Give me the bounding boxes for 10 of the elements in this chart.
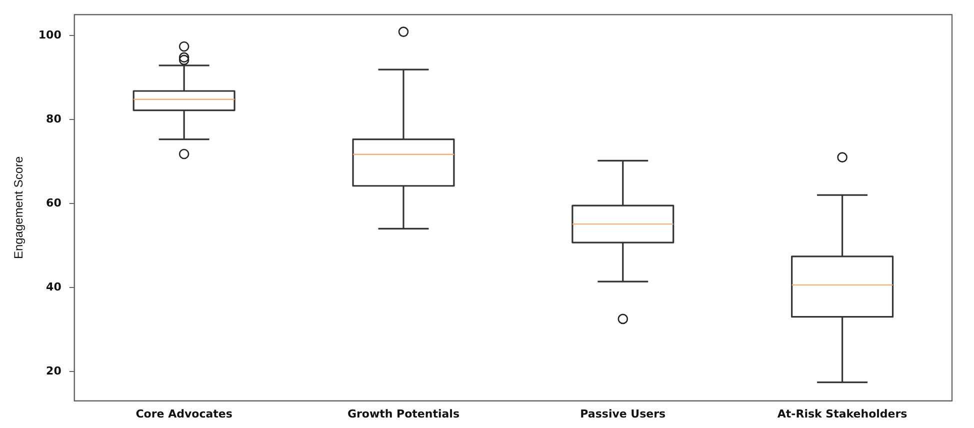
y-tick-label: 20 bbox=[46, 364, 62, 378]
x-tick-label: Passive Users bbox=[580, 407, 666, 420]
y-tick-label: 40 bbox=[46, 280, 62, 294]
x-tick-label: Core Advocates bbox=[136, 407, 233, 420]
y-tick-label: 100 bbox=[38, 28, 62, 42]
x-tick-label: At-Risk Stakeholders bbox=[777, 407, 908, 420]
x-tick-label: Growth Potentials bbox=[347, 407, 460, 420]
y-axis-title: Engagement Score bbox=[12, 156, 26, 260]
y-tick-label: 60 bbox=[46, 196, 62, 210]
y-tick-label: 80 bbox=[46, 112, 62, 126]
